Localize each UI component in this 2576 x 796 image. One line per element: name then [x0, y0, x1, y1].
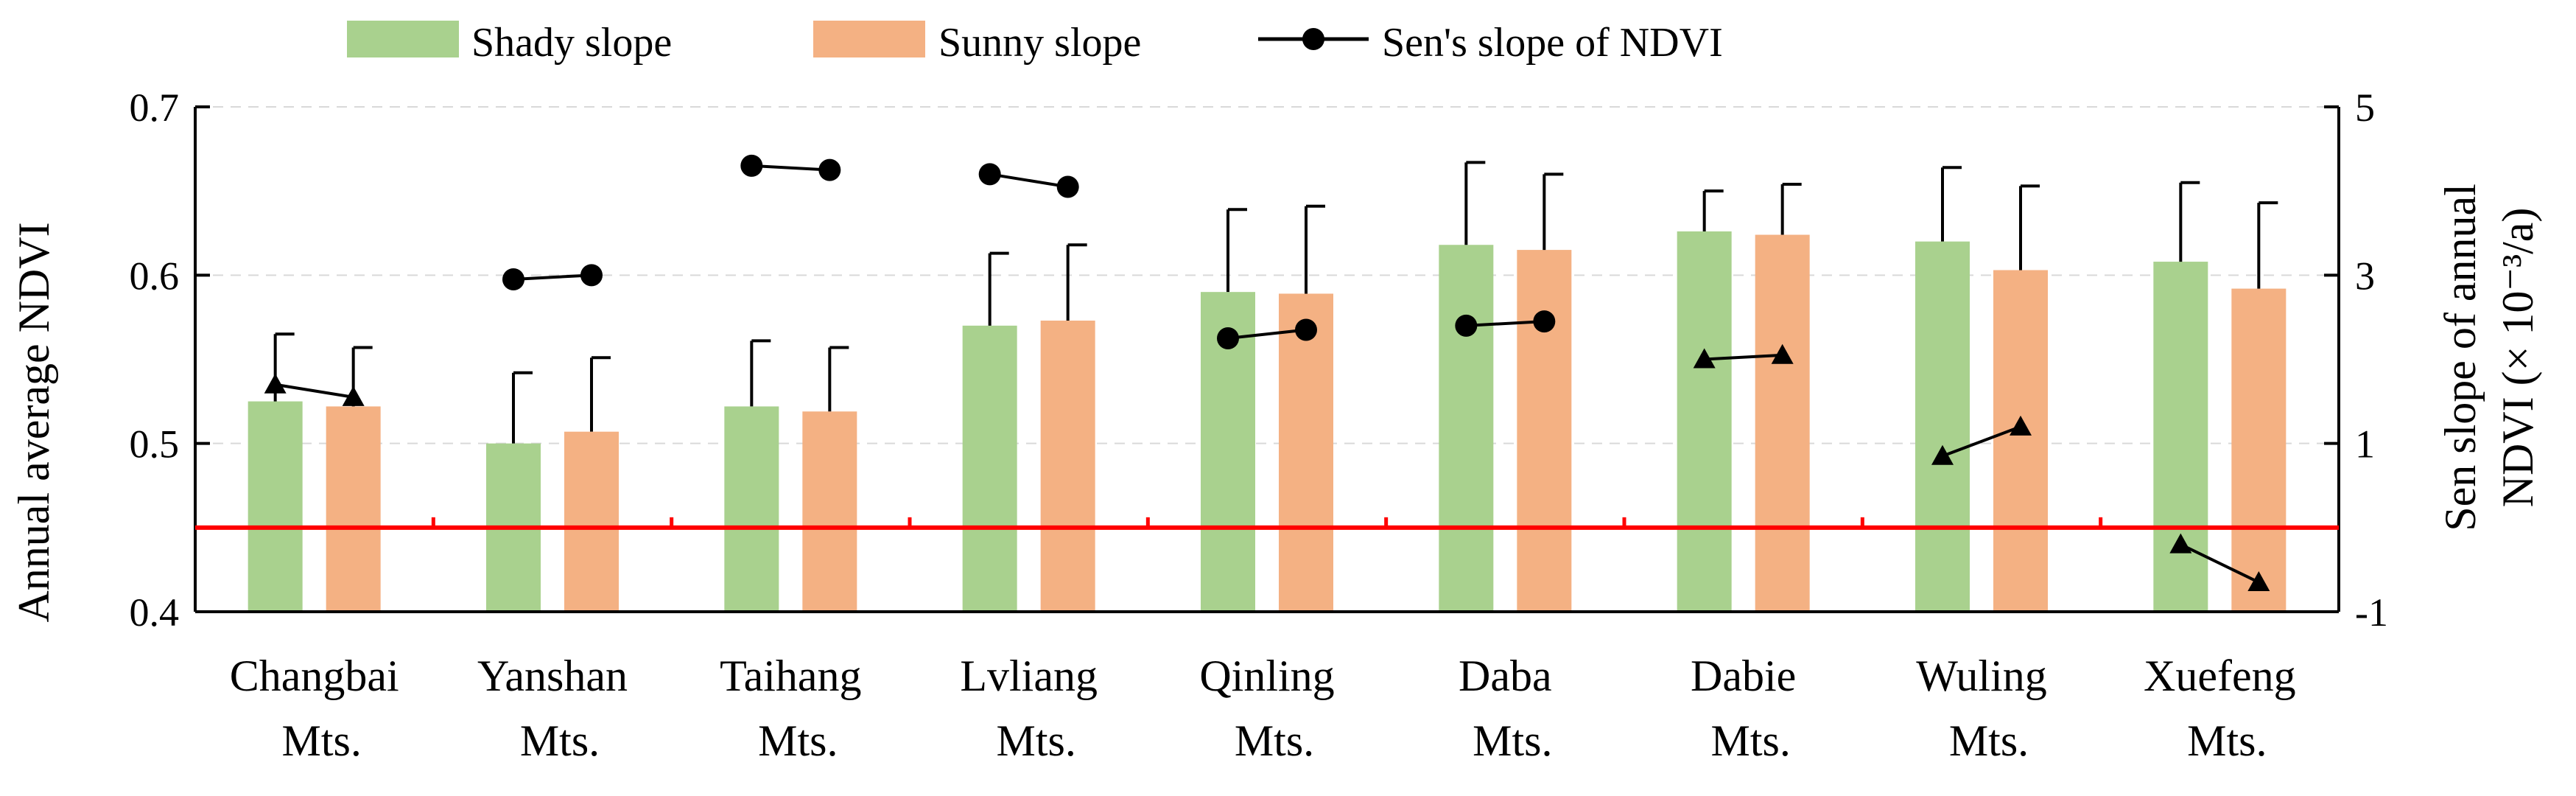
- sen-slope-marker: [2010, 415, 2032, 436]
- bar-sunny: [1040, 320, 1095, 612]
- sen-slope-line: [1704, 353, 1783, 361]
- bar-sunny: [326, 406, 381, 612]
- bar-sunny: [564, 431, 619, 612]
- sen-slope-marker: [1533, 310, 1556, 333]
- bar-sunny: [2231, 288, 2287, 612]
- sen-slope-marker: [580, 264, 603, 287]
- sen-slope-marker: [1771, 343, 1794, 364]
- bar-shady: [1677, 231, 1732, 612]
- bar-sunny: [1279, 293, 1333, 612]
- legend-label-sunny: Sunny slope: [938, 20, 1141, 66]
- category-label: Taihang: [720, 652, 861, 700]
- category-label: Xuefeng: [2144, 652, 2296, 700]
- sen-slope-line: [2180, 542, 2260, 584]
- sen-slope-marker: [342, 385, 365, 406]
- sen-slope-line: [513, 273, 592, 282]
- y-axis-right-title-line1: Sen slope of annual: [2436, 184, 2485, 531]
- category-label: Daba: [1459, 652, 1552, 700]
- sen-slope-marker: [1295, 318, 1317, 341]
- y-left-tick-label: 0.4: [130, 590, 180, 635]
- y-axis-left-title: Annual average NDVI: [10, 222, 58, 622]
- sen-slope-marker: [818, 158, 841, 181]
- y-right-tick-label: 1: [2355, 422, 2375, 467]
- category-label-suffix: Mts.: [1235, 716, 1314, 765]
- category-label-suffix: Mts.: [1949, 716, 2029, 765]
- category-label: Dabie: [1691, 652, 1796, 700]
- bar-sunny: [1755, 234, 1810, 612]
- sen-slope-line: [989, 172, 1068, 189]
- category-label-suffix: Mts.: [1473, 716, 1552, 765]
- legend-label-shady: Shady slope: [471, 20, 672, 66]
- sen-slope-marker: [1056, 175, 1079, 198]
- bar-sunny: [1993, 270, 2048, 612]
- legend-swatch-shady: [347, 21, 459, 57]
- bar-shady: [724, 406, 779, 612]
- sen-slope-line: [1466, 320, 1545, 327]
- category-label-suffix: Mts.: [281, 716, 361, 765]
- sen-slope-line: [1227, 328, 1307, 340]
- category-label: Yanshan: [477, 652, 628, 700]
- category-label-suffix: Mts.: [2187, 716, 2267, 765]
- legend-marker-sen: [1302, 28, 1324, 50]
- bar-shady: [2153, 262, 2208, 612]
- y-left-tick-label: 0.6: [130, 254, 180, 298]
- sen-slope-line: [275, 383, 354, 399]
- category-label: Changbai: [230, 652, 399, 700]
- category-label-suffix: Mts.: [1710, 716, 1790, 765]
- sen-slope-marker: [740, 154, 763, 177]
- bars: [248, 161, 2287, 612]
- y-left-tick-label: 0.5: [130, 422, 180, 467]
- legend-label-sen: Sen's slope of NDVI: [1382, 20, 1723, 66]
- bar-shady: [248, 401, 303, 612]
- bar-sunny: [802, 411, 857, 612]
- sen-slope-marker: [264, 373, 287, 394]
- y-right-tick-label: 5: [2355, 85, 2375, 130]
- axes: [194, 105, 2340, 613]
- bar-shady: [1915, 241, 1970, 612]
- sen-slope-marker: [1693, 348, 1716, 369]
- category-label: Lvliang: [960, 652, 1098, 700]
- category-label-suffix: Mts.: [520, 716, 600, 765]
- category-label-suffix: Mts.: [758, 716, 838, 765]
- axis-labels: 0.4 0.5 0.6 0.7 -1 1 3 5 Changbai Mts. Yanshan Mts.…: [130, 85, 2388, 765]
- sen-slope-line: [751, 164, 830, 172]
- legend-swatch-sunny: [813, 21, 925, 57]
- sen-slope-marker: [1217, 327, 1239, 349]
- gridlines: [195, 106, 2339, 444]
- category-label-suffix: Mts.: [996, 716, 1075, 765]
- category-label: Qinling: [1199, 652, 1334, 700]
- y-axis-right-title-line2: NDVI (× 10⁻³/a): [2493, 208, 2542, 508]
- legend: Shady slope Sunny slope Sen's slope of N…: [347, 20, 1723, 66]
- sen-slope-marker: [2169, 533, 2192, 554]
- y-left-tick-label: 0.7: [130, 85, 180, 130]
- sen-slope-series: [264, 154, 2270, 592]
- bar-shady: [1439, 245, 1494, 612]
- sen-slope-marker: [1455, 314, 1478, 337]
- sen-slope-marker: [2247, 571, 2270, 592]
- y-right-tick-label: -1: [2355, 590, 2388, 635]
- category-label: Wuling: [1916, 652, 2047, 700]
- bar-sunny: [1517, 250, 1572, 612]
- bar-shady: [962, 325, 1017, 612]
- sen-slope-line: [1942, 425, 2021, 458]
- sen-slope-marker: [978, 163, 1001, 186]
- sen-slope-marker: [1931, 444, 1954, 465]
- sen-slope-marker: [502, 268, 524, 291]
- y-right-tick-label: 3: [2355, 254, 2375, 298]
